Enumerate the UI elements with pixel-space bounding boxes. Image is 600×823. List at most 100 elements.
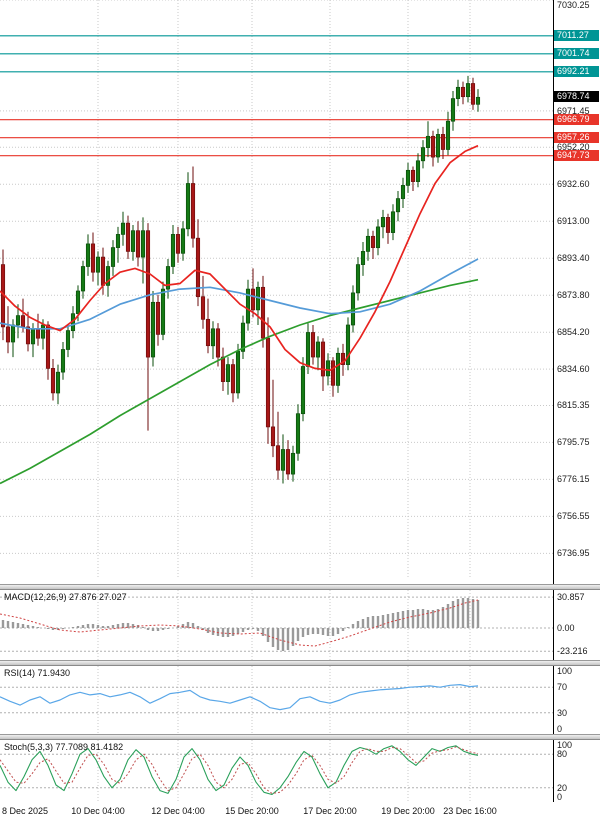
- time-tick-label: 17 Dec 20:00: [303, 806, 357, 816]
- bull-candle: [225, 364, 231, 382]
- bear-candle: [145, 230, 151, 358]
- bull-candle: [140, 230, 146, 258]
- bear-candle: [45, 324, 51, 369]
- time-tick-label: 23 Dec 16:00: [443, 806, 497, 816]
- bull-candle: [280, 449, 286, 471]
- rsi-panel[interactable]: RSI(14) 71.9430 100 70 30 0: [0, 666, 600, 734]
- stochastic-panel[interactable]: Stoch(5,3,3) 77.7089 81.4182 100 80 20 0: [0, 740, 600, 802]
- stoch-k-line: [0, 745, 479, 796]
- bull-candle: [165, 266, 171, 290]
- bear-candle: [5, 326, 11, 343]
- bear-candle: [35, 328, 41, 339]
- ma-red-line: [0, 144, 479, 372]
- bear-candle: [25, 326, 31, 345]
- bear-candle: [470, 83, 476, 105]
- panel-separator[interactable]: [0, 584, 600, 590]
- time-axis: 8 Dec 2025 10 Dec 04:00 12 Dec 04:00 15 Dec…: [0, 802, 600, 823]
- bull-candle: [245, 288, 251, 324]
- bear-candle: [205, 318, 211, 347]
- stochastic-label: Stoch(5,3,3) 77.7089 81.4182: [4, 742, 124, 752]
- bear-candle: [230, 364, 236, 394]
- bull-candle: [15, 315, 21, 326]
- macd-label: MACD(12,26,9) 27.876 27.027: [4, 592, 127, 602]
- time-tick-label: 8 Dec 2025: [2, 806, 49, 816]
- bull-candle: [300, 366, 306, 415]
- bull-candle: [375, 226, 381, 249]
- ma-blue-line: [0, 258, 479, 330]
- bull-candle: [40, 324, 46, 339]
- time-tick-label: 12 Dec 04:00: [151, 806, 205, 816]
- bear-candle: [260, 286, 266, 339]
- bear-candle: [215, 328, 221, 358]
- bull-candle: [55, 371, 61, 394]
- stochastic-plot: [0, 740, 554, 802]
- bull-candle: [235, 351, 241, 394]
- bull-candle: [445, 120, 451, 150]
- time-tick-label: 10 Dec 04:00: [71, 806, 125, 816]
- candlestick-plot[interactable]: [0, 0, 600, 584]
- stoch-d-line: [0, 746, 479, 794]
- bear-candle: [320, 341, 326, 377]
- time-tick-label: 15 Dec 20:00: [225, 806, 279, 816]
- bull-candle: [390, 211, 396, 233]
- ma-green-line: [0, 278, 479, 485]
- bull-candle: [325, 360, 331, 377]
- bear-candle: [90, 243, 96, 273]
- panel-separator[interactable]: [0, 660, 600, 666]
- main-price-panel[interactable]: 7030.25 6971.45 6952.20 6932.60 6913.00 6893.…: [0, 0, 600, 584]
- bull-candle: [210, 328, 216, 347]
- macd-plot: [0, 590, 554, 660]
- bear-candle: [275, 445, 281, 471]
- bull-candle: [240, 322, 246, 352]
- bull-candle: [305, 332, 311, 367]
- bear-candle: [250, 288, 256, 311]
- bull-candle: [450, 98, 456, 122]
- bear-candle: [410, 169, 416, 182]
- bear-candle: [175, 234, 181, 254]
- bear-candle: [195, 237, 201, 298]
- bull-candle: [345, 324, 351, 365]
- rsi-line: [0, 684, 479, 711]
- bull-candle: [80, 266, 86, 292]
- bull-candle: [360, 251, 366, 265]
- bull-candle: [405, 169, 411, 186]
- bull-candle: [365, 235, 371, 252]
- bull-candle: [335, 352, 341, 386]
- bear-candle: [370, 235, 376, 248]
- bear-candle: [20, 315, 26, 328]
- bull-candle: [160, 288, 166, 335]
- bear-candle: [220, 356, 226, 382]
- time-tick-label: 19 Dec 20:00: [381, 806, 435, 816]
- bull-candle: [10, 324, 16, 343]
- bear-candle: [135, 230, 141, 258]
- bull-candle: [315, 341, 321, 358]
- bull-candle: [355, 264, 361, 294]
- bear-candle: [310, 332, 316, 358]
- bull-candle: [110, 247, 116, 267]
- bull-candle: [120, 222, 126, 235]
- bull-candle: [65, 330, 71, 350]
- bull-candle: [115, 234, 121, 248]
- bull-candle: [395, 198, 401, 213]
- bull-candle: [420, 147, 426, 162]
- bear-candle: [50, 368, 56, 394]
- bull-candle: [105, 266, 111, 286]
- bull-candle: [75, 290, 81, 314]
- rsi-plot: [0, 666, 554, 734]
- bear-candle: [190, 183, 196, 239]
- bear-candle: [285, 449, 291, 475]
- bear-candle: [385, 217, 391, 233]
- panel-separator[interactable]: [0, 734, 600, 740]
- bull-candle: [455, 86, 461, 99]
- bull-candle: [170, 234, 176, 267]
- bull-candle: [130, 230, 136, 252]
- macd-panel[interactable]: MACD(12,26,9) 27.876 27.027 30.857 0.00 -2…: [0, 590, 600, 660]
- bear-candle: [200, 296, 206, 320]
- bull-candle: [185, 183, 191, 230]
- macd-signal-line: [0, 599, 479, 647]
- bear-candle: [270, 426, 276, 447]
- bull-candle: [150, 301, 156, 358]
- bear-candle: [125, 222, 131, 252]
- bull-candle: [85, 243, 91, 267]
